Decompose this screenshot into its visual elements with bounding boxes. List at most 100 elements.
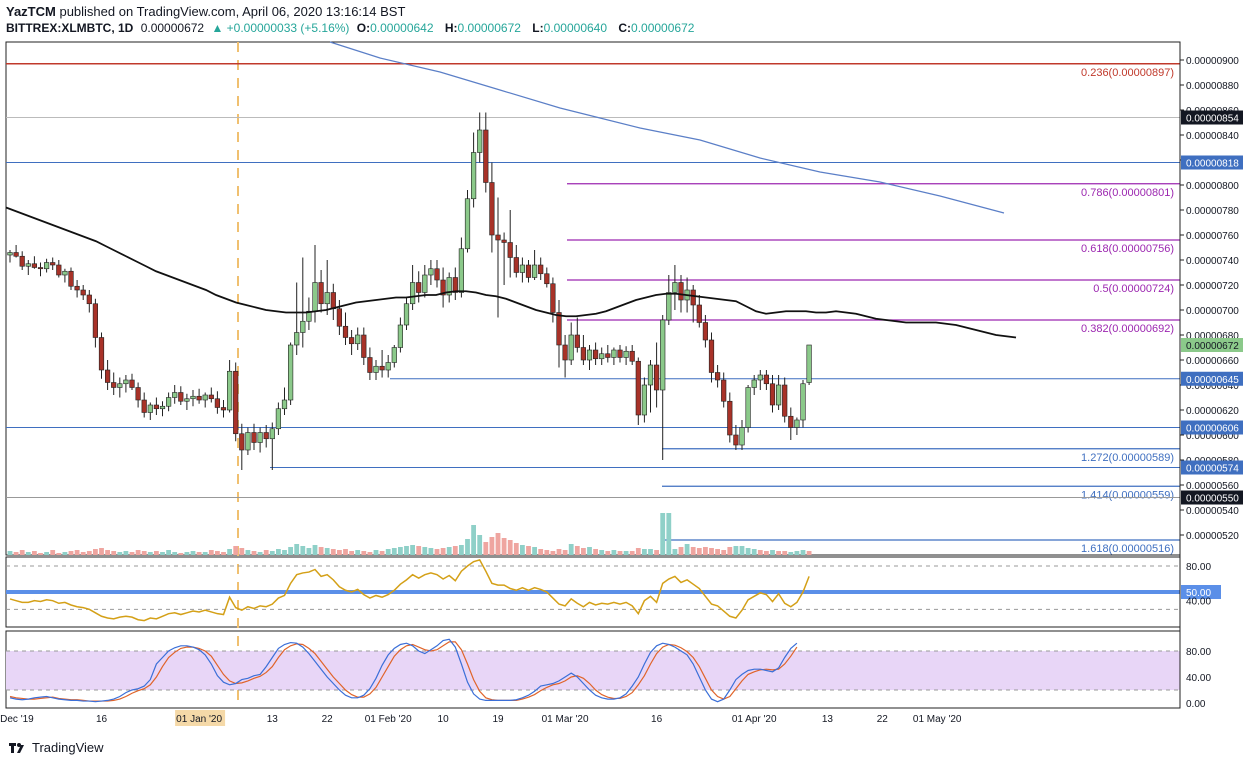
volume-bar [135, 550, 141, 555]
volume-bar [19, 550, 25, 555]
candle-body [605, 353, 611, 358]
candle-body [43, 262, 50, 270]
time-axis-label: 01 Feb '20 [365, 714, 412, 725]
volume-bar [684, 544, 690, 555]
volume-bar [532, 547, 537, 555]
volume-bar [257, 552, 263, 555]
price-axis-label: 0.00000880 [1186, 81, 1239, 92]
candle-body [50, 262, 56, 266]
candle-body [440, 279, 446, 296]
low-value: 0.00000640 [543, 21, 608, 35]
candle-body [86, 294, 92, 305]
candle-body [745, 387, 751, 428]
volume-bar [80, 552, 86, 555]
price-axis-label: 0.00000540 [1186, 506, 1239, 517]
volume-bar [105, 550, 110, 555]
candle-body [769, 383, 776, 406]
low-label: L: [532, 21, 544, 35]
volume-bar [465, 539, 470, 555]
fib-level-label: 0.236(0.00000897) [1081, 67, 1174, 79]
candle-body [470, 152, 477, 200]
candle-body [690, 289, 696, 306]
volume-bar [56, 553, 62, 555]
candle-body [623, 350, 629, 358]
volume-bar [422, 547, 428, 555]
candle-body [489, 182, 495, 236]
candle-body [507, 242, 513, 258]
candle-body [446, 277, 452, 296]
candle-body [592, 349, 599, 360]
candle-body [617, 349, 623, 358]
volume-bar [605, 551, 611, 555]
volume-bar [215, 551, 220, 555]
price-axis-label: 0.00000900 [1186, 56, 1239, 67]
candle-body [184, 398, 190, 402]
candle-body [794, 419, 800, 428]
candle-body [660, 319, 666, 391]
candle-body [385, 362, 391, 371]
volume-bar [306, 548, 312, 555]
volume-bar [739, 546, 745, 555]
volume-bar [202, 552, 208, 555]
candle-body [31, 263, 37, 268]
candle-body [757, 374, 763, 381]
candle-body [330, 292, 336, 310]
candle-body [190, 395, 196, 400]
tradingview-footer[interactable]: TradingView [8, 740, 104, 755]
rsi-axis-label: 80.00 [1186, 562, 1211, 573]
volume-bar [74, 550, 80, 555]
volume-bar [93, 549, 98, 555]
stoch-band [6, 651, 1180, 690]
volume-bar [648, 549, 653, 555]
tradingview-logo-icon [8, 741, 26, 755]
price-tag-bg [1181, 460, 1243, 475]
candle-body [562, 344, 568, 361]
volume-bar [434, 549, 440, 555]
candle-body [13, 252, 19, 257]
volume-bar [239, 548, 245, 555]
volume-bar [50, 550, 56, 555]
volume-bar [666, 513, 672, 555]
volume-bar [190, 551, 196, 555]
price-axis-label: 0.00000840 [1186, 131, 1239, 142]
volume-bar [324, 548, 330, 555]
rsi-axis-label: 40.00 [1186, 597, 1211, 608]
candle-body [220, 407, 227, 411]
volume-bar [391, 548, 397, 555]
time-axis-label: 16 [651, 714, 663, 725]
volume-bar [86, 551, 92, 555]
candle-body [513, 257, 519, 273]
candle-body [361, 334, 367, 358]
volume-bar [593, 549, 598, 555]
volume-bar [654, 550, 659, 555]
candle-body [214, 398, 221, 408]
candle-body [568, 334, 574, 361]
candle-body [519, 264, 525, 273]
volume-bar [117, 552, 123, 555]
candle-body [202, 394, 208, 401]
volume-bar [721, 550, 727, 555]
candle-body [123, 379, 129, 385]
candle-body [269, 428, 275, 440]
candle-body [696, 304, 702, 323]
fib-level-label: 0.382(0.00000692) [1081, 323, 1174, 335]
candle-body [397, 324, 404, 348]
candle-body [708, 339, 715, 373]
volume-bar [32, 551, 37, 555]
volume-bar [172, 552, 178, 555]
volume-bar [452, 546, 458, 555]
price-tag-bg [1181, 155, 1243, 170]
volume-bar [501, 538, 507, 555]
price-axis-label: 0.00000700 [1186, 306, 1239, 317]
candle-body [525, 264, 532, 278]
candle-body [611, 349, 617, 358]
candle-body [56, 264, 62, 276]
volume-bar [568, 544, 574, 555]
volume-bar [495, 533, 501, 555]
candle-body [550, 283, 556, 313]
candle-body [428, 268, 434, 276]
volume-bar [446, 547, 452, 555]
volume-bar [806, 551, 812, 555]
published-text: published on TradingView.com, April 06, … [59, 4, 406, 19]
